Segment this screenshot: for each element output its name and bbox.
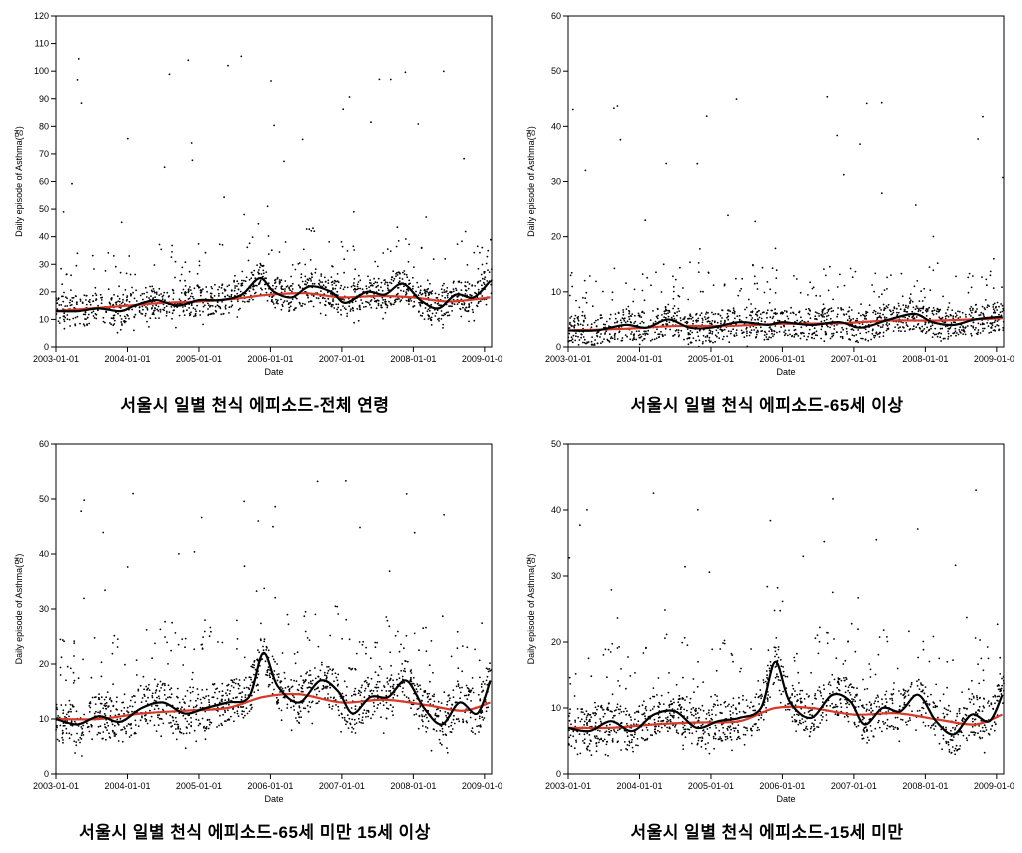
svg-text:60: 60 [39,439,49,449]
svg-text:2004-01-01: 2004-01-01 [616,354,662,364]
svg-text:40: 40 [551,505,561,515]
svg-text:20: 20 [39,659,49,669]
svg-text:2008-01-01: 2008-01-01 [390,781,436,791]
caption-15-64: 서울시 일별 천식 에피소드-65세 미만 15세 이상 [8,814,502,843]
svg-text:2006-01-01: 2006-01-01 [759,781,805,791]
svg-text:Daily episode of Asthma(명): Daily episode of Asthma(명) [14,554,24,665]
svg-text:2003-01-01: 2003-01-01 [545,781,591,791]
svg-text:2006-01-01: 2006-01-01 [759,354,805,364]
chart-under-15: 0 10 20 30 40 50 Daily episode of Asthma(명) 200… [520,436,1014,814]
svg-text:110: 110 [35,39,49,49]
panel-15-64: 0 10 20 30 40 50 60 Daily episode of Asthma(명) 2… [8,436,502,843]
svg-text:30: 30 [39,604,49,614]
svg-text:2009-01-01: 2009-01-01 [462,354,502,364]
svg-text:2007-01-01: 2007-01-01 [831,781,877,791]
svg-text:50: 50 [39,494,49,504]
svg-text:2005-01-01: 2005-01-01 [176,781,222,791]
svg-text:Daily episode of Asthma(명): Daily episode of Asthma(명) [14,126,24,237]
chart-all-ages: 0 10 20 30 40 50 60 70 80 90 100 110 120 Daily episod… [8,8,502,387]
svg-text:20: 20 [551,637,561,647]
svg-text:2007-01-01: 2007-01-01 [319,781,365,791]
svg-text:Date: Date [264,367,283,377]
svg-text:60: 60 [551,11,561,21]
svg-text:2005-01-01: 2005-01-01 [688,781,734,791]
svg-text:Date: Date [264,794,283,804]
svg-text:10: 10 [39,714,49,724]
svg-text:0: 0 [556,769,561,779]
svg-text:Daily episode of Asthma(명): Daily episode of Asthma(명) [526,554,536,665]
svg-text:10: 10 [39,314,49,324]
svg-text:90: 90 [39,94,49,104]
svg-text:2004-01-01: 2004-01-01 [104,354,150,364]
svg-text:0: 0 [44,769,49,779]
svg-text:2007-01-01: 2007-01-01 [831,354,877,364]
svg-text:2006-01-01: 2006-01-01 [247,354,293,364]
svg-text:50: 50 [39,204,49,214]
panel-65-plus: 0 10 20 30 40 50 60 Daily episode of Asthma(명) 2… [520,8,1014,416]
svg-text:2008-01-01: 2008-01-01 [902,781,948,791]
svg-text:2004-01-01: 2004-01-01 [104,781,150,791]
svg-text:2009-01-01: 2009-01-01 [974,781,1014,791]
svg-text:2003-01-01: 2003-01-01 [33,781,79,791]
svg-text:2004-01-01: 2004-01-01 [616,781,662,791]
svg-text:0: 0 [44,342,49,352]
panel-under-15: 0 10 20 30 40 50 Daily episode of Asthma(명) 200… [520,436,1014,843]
svg-text:70: 70 [39,149,49,159]
svg-text:2009-01-01: 2009-01-01 [462,781,502,791]
svg-text:40: 40 [551,121,561,131]
chart-15-64: 0 10 20 30 40 50 60 Daily episode of Asthma(명) 2… [8,436,502,814]
svg-text:60: 60 [39,177,49,187]
svg-text:2003-01-01: 2003-01-01 [33,354,79,364]
svg-text:2008-01-01: 2008-01-01 [390,354,436,364]
svg-text:100: 100 [34,66,49,76]
svg-text:0: 0 [556,342,561,352]
svg-text:Date: Date [776,367,795,377]
svg-text:50: 50 [551,66,561,76]
svg-text:Daily episode of Asthma(명): Daily episode of Asthma(명) [526,126,536,237]
chart-65-plus: 0 10 20 30 40 50 60 Daily episode of Asthma(명) 2… [520,8,1014,387]
svg-text:80: 80 [39,121,49,131]
svg-text:2005-01-01: 2005-01-01 [688,354,734,364]
svg-text:40: 40 [39,549,49,559]
caption-under-15: 서울시 일별 천식 에피소드-15세 미만 [520,814,1014,843]
svg-text:30: 30 [551,571,561,581]
svg-text:40: 40 [39,232,49,242]
svg-text:Date: Date [776,794,795,804]
svg-text:30: 30 [551,177,561,187]
chart-grid: 0102030405060708090100110120Daily episod… [0,0,1022,853]
svg-text:10: 10 [551,703,561,713]
svg-text:20: 20 [551,232,561,242]
svg-text:2003-01-01: 2003-01-01 [545,354,591,364]
caption-all-ages: 서울시 일별 천식 에피소드-전체 연령 [8,387,502,416]
panel-all-ages: 0 10 20 30 40 50 60 70 80 90 100 110 120 Daily episod… [8,8,502,416]
svg-text:2005-01-01: 2005-01-01 [176,354,222,364]
svg-text:30: 30 [39,259,49,269]
svg-text:120: 120 [34,11,49,21]
svg-text:2008-01-01: 2008-01-01 [902,354,948,364]
svg-text:50: 50 [551,439,561,449]
svg-text:2007-01-01: 2007-01-01 [319,354,365,364]
svg-text:20: 20 [39,287,49,297]
svg-text:10: 10 [551,287,561,297]
svg-text:2006-01-01: 2006-01-01 [247,781,293,791]
svg-text:2009-01-01: 2009-01-01 [974,354,1014,364]
caption-65-plus: 서울시 일별 천식 에피소드-65세 이상 [520,387,1014,416]
